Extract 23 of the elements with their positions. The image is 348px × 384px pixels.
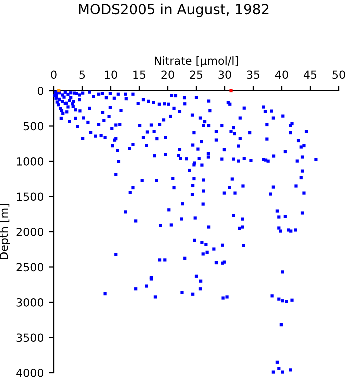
y-tick-label: 3500	[16, 334, 44, 342]
y-tick-label: 4000	[16, 368, 44, 378]
y-tick-label: 2500	[16, 263, 44, 272]
y-tick-label: 0	[38, 86, 44, 96]
y-tick-label: 3000	[16, 298, 44, 307]
y-tick-label: 1500	[17, 192, 44, 202]
x-tick-label: 30	[218, 70, 232, 80]
y-tick-label: 1000	[17, 157, 44, 166]
x-tick-label: 25	[190, 70, 203, 80]
x-tick-label: 15	[134, 70, 146, 80]
x-tick-label: 0	[51, 70, 57, 80]
x-tick-label: 40	[275, 70, 288, 80]
x-tick-label: 45	[304, 70, 317, 80]
y-axis-title: Depth [m]	[0, 204, 10, 260]
x-tick-label: 35	[247, 70, 260, 80]
x-axis-title: Nitrate [µmol/l]	[155, 56, 238, 68]
x-tick-label: 50	[332, 70, 346, 80]
x-tick-label: 20	[162, 70, 174, 80]
x-tick-label: 5	[80, 70, 86, 80]
y-tick-label: 2000	[16, 228, 44, 236]
chart-title: MODS2005 in August, 1982	[79, 4, 269, 18]
x-tick-label: 10	[105, 70, 118, 80]
y-tick-label: 500	[24, 122, 44, 131]
